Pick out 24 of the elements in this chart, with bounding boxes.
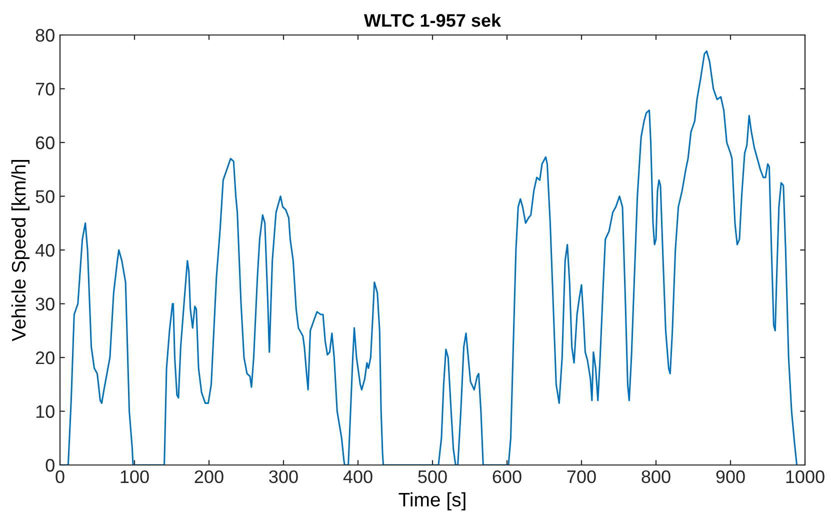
x-tick-label: 100 <box>120 470 149 484</box>
x-tick-label: 700 <box>567 470 596 484</box>
y-tick-label: 0 <box>46 458 54 472</box>
y-tick-label: 20 <box>36 351 54 364</box>
line-series <box>60 50 798 465</box>
x-tick-label: 300 <box>269 470 298 484</box>
x-tick-label: 1000 <box>786 470 824 484</box>
x-tick-label: 900 <box>716 470 745 484</box>
chart-title: WLTC 1-957 sek <box>364 14 502 27</box>
y-tick-label: 10 <box>36 405 54 418</box>
x-tick-label: 800 <box>642 470 670 484</box>
y-tick-label: 70 <box>36 82 54 96</box>
x-tick-label: 600 <box>492 470 522 484</box>
y-tick-label: 80 <box>36 28 54 42</box>
y-tick-label: 40 <box>35 244 54 257</box>
y-axis-title: Vehicle Speed [km/h] <box>11 160 30 342</box>
y-tick-label: 30 <box>36 298 54 310</box>
y-tick-label: 60 <box>36 136 54 150</box>
x-tick-label: 200 <box>194 470 224 484</box>
x-tick-label: 500 <box>418 470 447 484</box>
x-axis-title: Time [s] <box>398 492 466 510</box>
x-tick-label: 400 <box>343 470 372 484</box>
y-tick-label: 50 <box>36 190 54 203</box>
x-tick-label: 0 <box>56 470 64 484</box>
